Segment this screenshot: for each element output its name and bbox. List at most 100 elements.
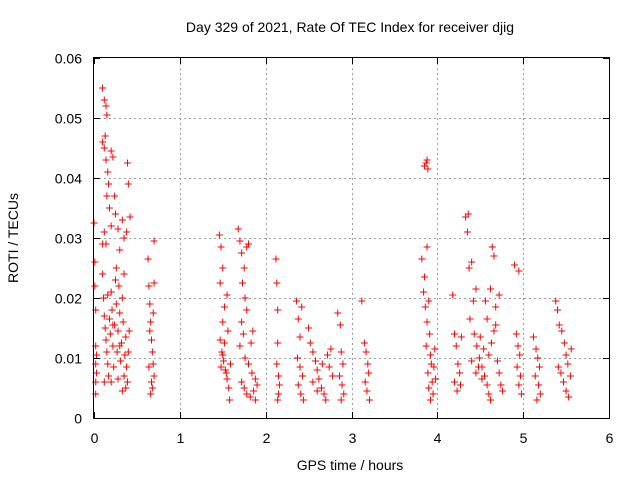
data-point (123, 228, 131, 236)
data-point (114, 327, 122, 335)
data-point (487, 285, 495, 293)
data-point (103, 111, 111, 119)
data-point (360, 339, 368, 347)
data-point (113, 348, 121, 356)
data-point (497, 381, 505, 389)
data-point (120, 234, 128, 242)
data-point (492, 321, 500, 329)
data-point (220, 357, 228, 365)
data-point (329, 372, 337, 380)
y-tick-label: 0.04 (55, 171, 82, 187)
data-point (426, 351, 434, 359)
data-point (293, 297, 301, 305)
data-point (117, 339, 125, 347)
data-point (317, 384, 325, 392)
data-point (93, 351, 101, 359)
data-point (318, 360, 326, 368)
data-point (116, 246, 124, 254)
data-point (100, 144, 108, 152)
data-point (109, 321, 117, 329)
data-point (223, 375, 231, 383)
data-point (431, 345, 439, 353)
data-point (125, 327, 133, 335)
data-point (456, 369, 464, 377)
data-point (104, 168, 112, 176)
data-point (103, 192, 111, 200)
data-point (468, 357, 476, 365)
data-point (493, 357, 501, 365)
data-point (567, 345, 575, 353)
data-point (297, 390, 305, 398)
data-point (107, 378, 115, 386)
data-point (105, 180, 113, 188)
plot-frame (93, 57, 610, 419)
data-point (223, 291, 231, 299)
data-point (296, 363, 304, 371)
data-point (247, 339, 255, 347)
data-point (487, 396, 495, 404)
data-point (488, 243, 496, 251)
data-point (236, 342, 244, 350)
data-point (515, 381, 523, 389)
data-point (468, 258, 476, 266)
data-point (428, 378, 436, 386)
data-point (338, 381, 346, 389)
data-point (309, 378, 317, 386)
data-point (558, 327, 566, 335)
data-point (426, 330, 434, 338)
y-tick-label: 0 (74, 411, 82, 427)
data-point (238, 318, 246, 326)
data-point (145, 363, 153, 371)
data-point (293, 354, 301, 362)
data-point (466, 315, 474, 323)
data-point (535, 381, 543, 389)
data-point (457, 381, 465, 389)
data-point (517, 390, 525, 398)
data-point (517, 372, 525, 380)
data-point (481, 297, 489, 305)
data-point (340, 390, 348, 398)
data-point (226, 396, 234, 404)
chart-title: Day 329 of 2021, Rate Of TEC Index for r… (186, 19, 514, 35)
data-point (483, 315, 491, 323)
data-point (363, 387, 371, 395)
data-point (298, 303, 306, 311)
data-point (245, 240, 252, 248)
data-point (565, 393, 573, 401)
data-point (111, 192, 119, 200)
data-point (146, 327, 154, 335)
data-point (495, 291, 503, 299)
data-point (306, 339, 314, 347)
data-point (148, 336, 156, 344)
data-point (275, 390, 283, 398)
data-point (490, 327, 498, 335)
data-point (492, 303, 500, 311)
data-point (116, 309, 124, 317)
data-point (562, 351, 570, 359)
data-point (219, 264, 227, 272)
data-point (366, 396, 374, 404)
data-point (336, 321, 344, 329)
data-point (117, 357, 125, 365)
data-point (532, 345, 540, 353)
data-point (449, 291, 457, 299)
data-point (420, 273, 428, 281)
data-point (274, 396, 282, 404)
data-point (108, 306, 116, 314)
data-point (296, 333, 304, 341)
data-point (123, 363, 131, 371)
data-point (478, 375, 486, 383)
data-point (315, 375, 323, 383)
data-point (150, 279, 158, 287)
data-point (246, 393, 254, 401)
data-point (313, 387, 321, 395)
data-point (147, 390, 155, 398)
data-point (111, 210, 119, 218)
data-point (123, 378, 131, 386)
data-point (148, 348, 156, 356)
data-point (91, 258, 99, 266)
data-point (107, 222, 115, 230)
data-point (299, 372, 307, 380)
data-point (424, 369, 432, 377)
data-point (337, 348, 345, 356)
